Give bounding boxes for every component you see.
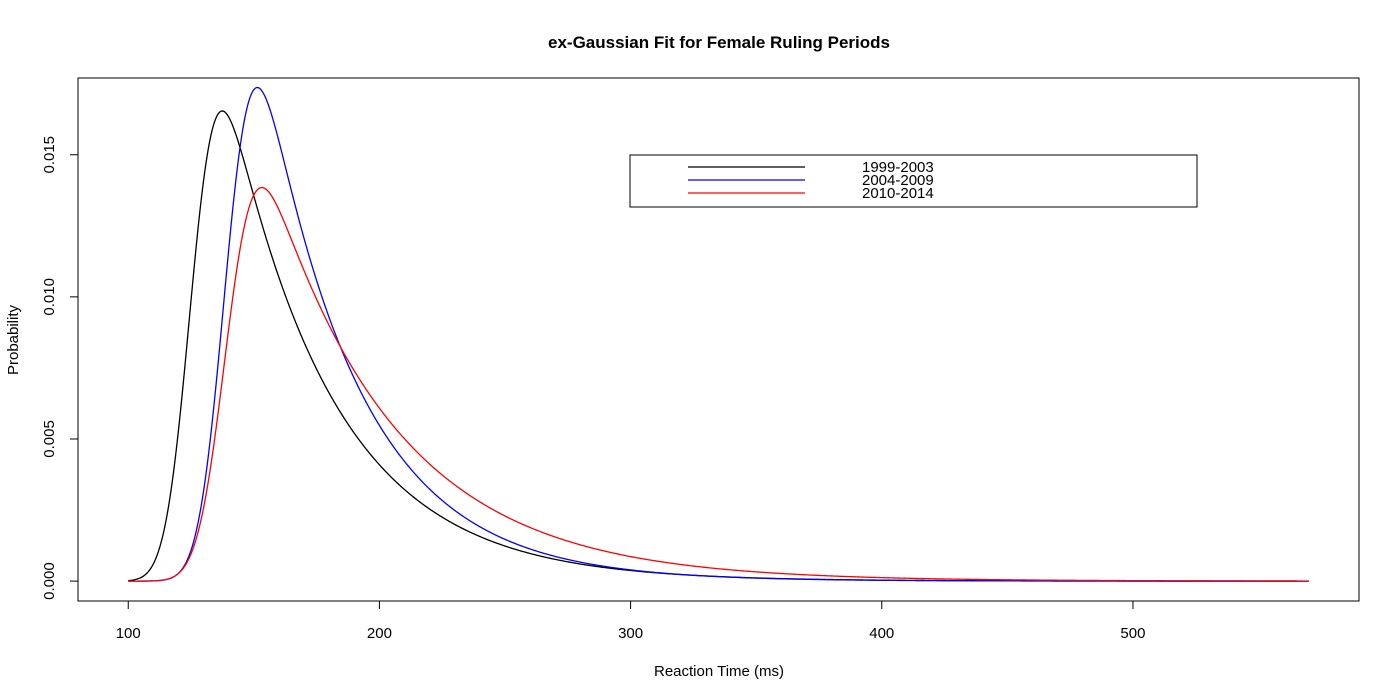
- y-axis: 0.000 0.005 0.010 0.015: [41, 136, 79, 600]
- x-tick-label: 400: [869, 625, 894, 642]
- legend-label: 2004-2009: [862, 172, 934, 189]
- chart-title: ex-Gaussian Fit for Female Ruling Period…: [548, 33, 890, 52]
- legend-label: 2010-2014: [862, 185, 934, 202]
- x-axis-label: Reaction Time (ms): [654, 663, 784, 680]
- series-layer: [128, 86, 1309, 582]
- y-tick-label: 0.015: [41, 136, 58, 174]
- y-tick-label: 0.010: [41, 278, 58, 316]
- legend-box: [629, 154, 1198, 208]
- x-tick-label: 300: [618, 625, 643, 642]
- x-tick-label: 100: [116, 625, 141, 642]
- y-axis-label: Probability: [5, 304, 22, 375]
- x-tick-label: 500: [1120, 625, 1145, 642]
- y-tick-label: 0.005: [41, 420, 58, 458]
- series-line: [128, 186, 1309, 582]
- x-tick-label: 200: [367, 625, 392, 642]
- x-axis: 100 200 300 400 500: [116, 600, 1145, 642]
- legend-label: 1999-2003: [862, 159, 934, 176]
- y-tick-label: 0.000: [41, 562, 58, 600]
